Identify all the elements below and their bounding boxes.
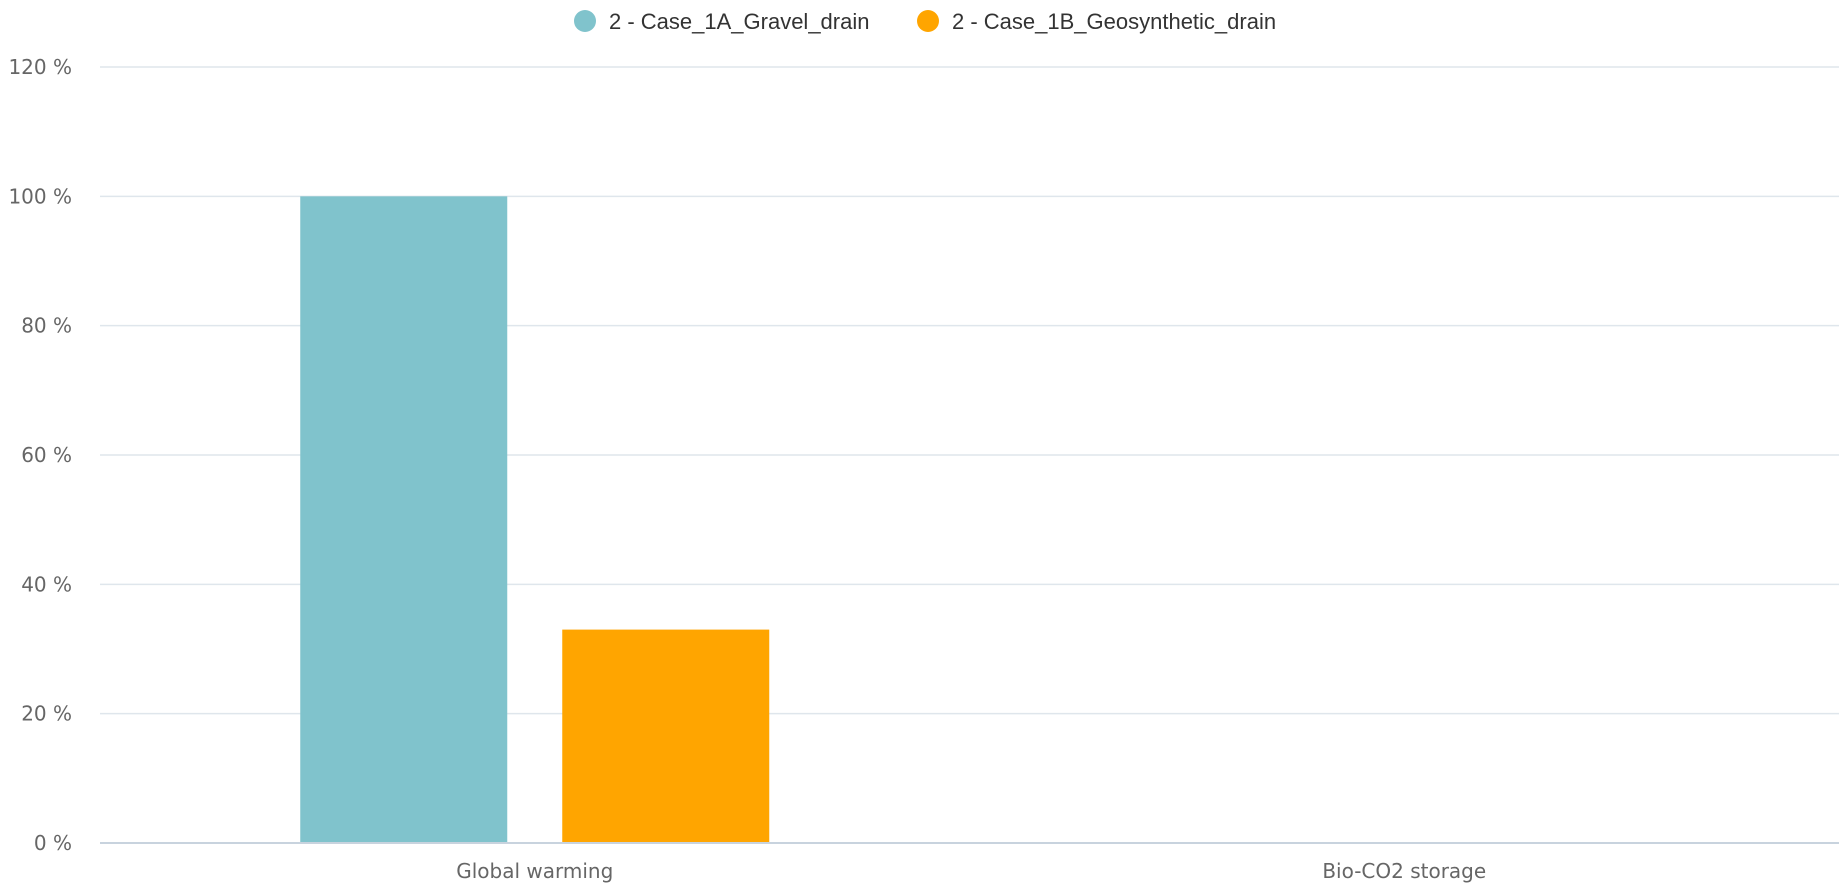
legend-marker[interactable] xyxy=(917,10,939,32)
y-tick-label: 100 % xyxy=(8,184,72,208)
bar-1-1[interactable] xyxy=(300,196,508,843)
legend-label[interactable]: 2 - Case_1B_Geosynthetic_drain xyxy=(952,9,1276,34)
x-tick-label: Bio-CO2 storage xyxy=(1322,859,1486,883)
plot-area xyxy=(300,196,770,843)
y-axis: 0 % 20 % 40 % 60 % 80 % 100 % 120 % xyxy=(8,55,72,855)
legend-marker[interactable] xyxy=(574,10,596,32)
y-tick-label: 20 % xyxy=(21,702,72,726)
x-axis: Global warming Bio-CO2 storage xyxy=(456,859,1486,883)
y-tick-label: 120 % xyxy=(8,55,72,79)
legend: 2 - Case_1A_Gravel_drain 2 - Case_1B_Geos… xyxy=(574,9,1276,34)
y-tick-label: 60 % xyxy=(21,443,72,467)
y-tick-label: 0 % xyxy=(34,831,72,855)
legend-label[interactable]: 2 - Case_1A_Gravel_drain xyxy=(609,9,869,34)
bar-2-1[interactable] xyxy=(562,629,770,842)
x-tick-label: Global warming xyxy=(456,859,613,883)
y-tick-label: 40 % xyxy=(21,572,72,596)
y-tick-label: 80 % xyxy=(21,314,72,338)
